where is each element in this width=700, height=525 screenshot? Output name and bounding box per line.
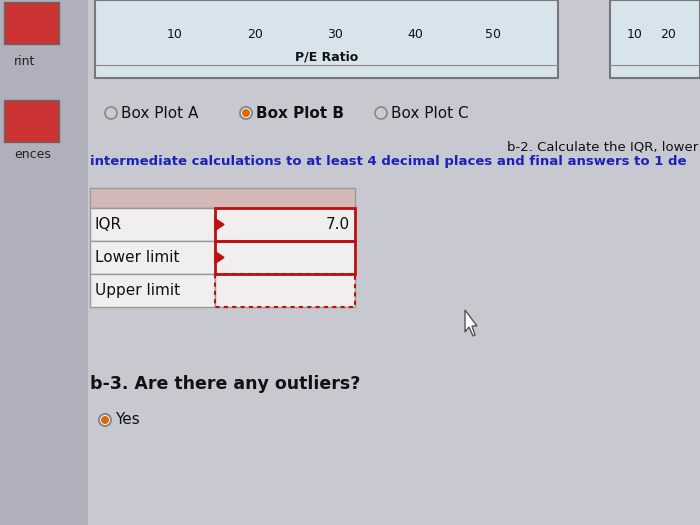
- Bar: [4, 100, 59, 142]
- Bar: [215, 208, 355, 241]
- Bar: [215, 241, 355, 274]
- Text: 20: 20: [247, 28, 263, 41]
- Circle shape: [375, 107, 387, 119]
- Circle shape: [105, 107, 117, 119]
- Bar: [215, 274, 355, 307]
- Text: 30: 30: [327, 28, 343, 41]
- Circle shape: [99, 414, 111, 426]
- Text: intermediate calculations to at least 4 decimal places and final answers to 1 de: intermediate calculations to at least 4 …: [90, 155, 687, 168]
- Text: Box Plot B: Box Plot B: [256, 106, 344, 121]
- Polygon shape: [465, 310, 477, 336]
- Bar: [610, 0, 700, 78]
- Text: 7.0: 7.0: [326, 217, 350, 232]
- Bar: [90, 241, 215, 274]
- Text: b-3. Are there any outliers?: b-3. Are there any outliers?: [90, 375, 360, 393]
- Bar: [90, 188, 355, 208]
- Bar: [90, 274, 215, 307]
- Bar: [4, 2, 59, 44]
- Bar: [0, 0, 88, 525]
- Text: IQR: IQR: [95, 217, 122, 232]
- Text: Yes: Yes: [115, 413, 140, 427]
- Text: rint: rint: [14, 55, 36, 68]
- Bar: [95, 0, 558, 78]
- Bar: [215, 241, 355, 274]
- Text: b-2. Calculate the IQR, lower: b-2. Calculate the IQR, lower: [507, 140, 698, 153]
- Text: Lower limit: Lower limit: [95, 250, 179, 265]
- Circle shape: [243, 110, 249, 117]
- Circle shape: [102, 417, 108, 423]
- Text: 40: 40: [407, 28, 423, 41]
- Text: 10: 10: [167, 28, 183, 41]
- Bar: [215, 274, 355, 307]
- Bar: [215, 208, 355, 241]
- Text: Box Plot C: Box Plot C: [391, 106, 468, 121]
- Text: Upper limit: Upper limit: [95, 283, 180, 298]
- Text: 20: 20: [660, 28, 676, 41]
- Polygon shape: [215, 218, 224, 230]
- Text: Box Plot A: Box Plot A: [121, 106, 198, 121]
- Text: 10: 10: [627, 28, 643, 41]
- Text: ences: ences: [14, 148, 51, 161]
- Text: 50: 50: [485, 28, 501, 41]
- Polygon shape: [215, 251, 224, 264]
- Bar: [90, 208, 215, 241]
- Circle shape: [240, 107, 252, 119]
- Text: P/E Ratio: P/E Ratio: [295, 50, 358, 63]
